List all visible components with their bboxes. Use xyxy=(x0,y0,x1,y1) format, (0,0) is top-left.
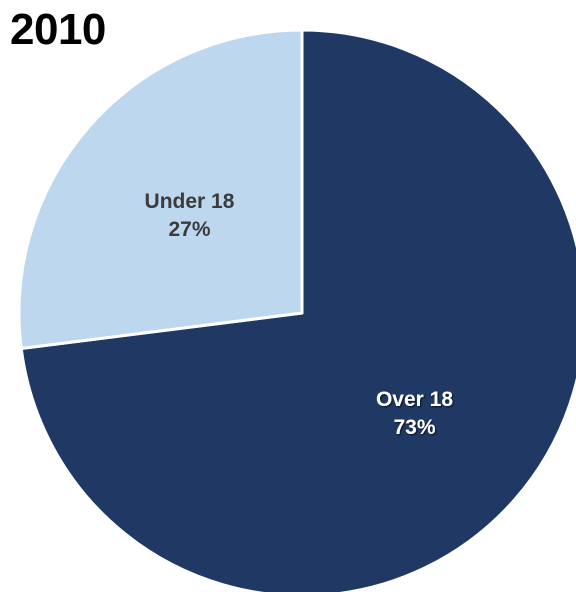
pie-labels: Over 18 73% Under 18 27% xyxy=(145,190,454,439)
slice-value-over-18: 73% xyxy=(393,416,435,439)
slice-label-over-18: Over 18 xyxy=(376,388,453,411)
slice-label-under-18: Under 18 xyxy=(145,190,235,213)
chart-title: 2010 xyxy=(10,5,106,54)
slice-value-under-18: 27% xyxy=(168,218,210,241)
pie-slices xyxy=(17,28,576,592)
pie-slice-over-18 xyxy=(19,28,576,592)
pie-slice-under-18 xyxy=(17,28,304,350)
